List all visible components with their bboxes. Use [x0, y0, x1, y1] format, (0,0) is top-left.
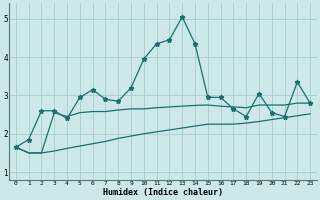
X-axis label: Humidex (Indice chaleur): Humidex (Indice chaleur) — [103, 188, 223, 197]
